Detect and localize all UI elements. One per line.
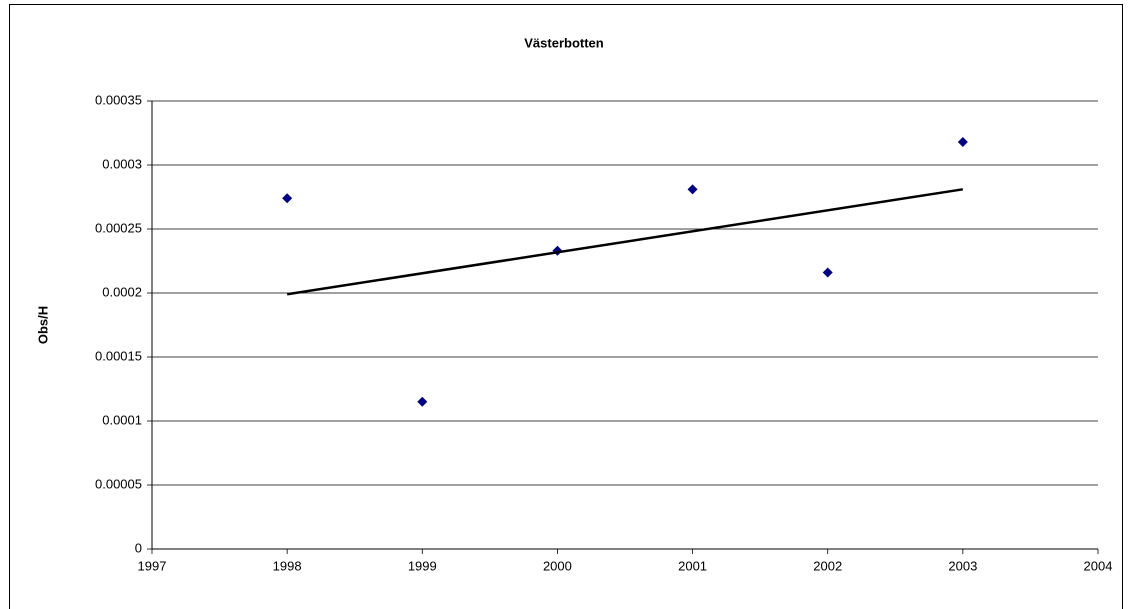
y-axis-label: Obs/H xyxy=(35,306,50,344)
x-tick-label: 2000 xyxy=(543,558,572,573)
point xyxy=(282,193,293,204)
x-tick-label: 2001 xyxy=(678,558,707,573)
chart-border xyxy=(9,4,1123,609)
x-tick-label: 1997 xyxy=(138,558,167,573)
chart-title: Västerbotten xyxy=(524,35,604,50)
x-tick-label: 2003 xyxy=(948,558,977,573)
x-tick-label: 2004 xyxy=(1084,558,1113,573)
x-tick-label: 1998 xyxy=(273,558,302,573)
x-tick-label: 2002 xyxy=(813,558,842,573)
point xyxy=(957,136,968,147)
y-tick-label: 0.0001 xyxy=(102,412,142,427)
y-tick-label: 0 xyxy=(135,540,142,555)
y-tick-label: 0.00015 xyxy=(95,348,142,363)
point xyxy=(417,396,428,407)
y-tick-label: 0.0002 xyxy=(102,284,142,299)
y-tick-label: 0.0003 xyxy=(102,156,142,171)
y-tick-label: 0.00035 xyxy=(95,92,142,107)
y-tick-label: 0.00005 xyxy=(95,476,142,491)
point xyxy=(822,267,833,278)
x-tick-label: 1999 xyxy=(408,558,437,573)
y-tick-label: 0.00025 xyxy=(95,220,142,235)
point xyxy=(687,184,698,195)
trend-line xyxy=(286,188,964,296)
